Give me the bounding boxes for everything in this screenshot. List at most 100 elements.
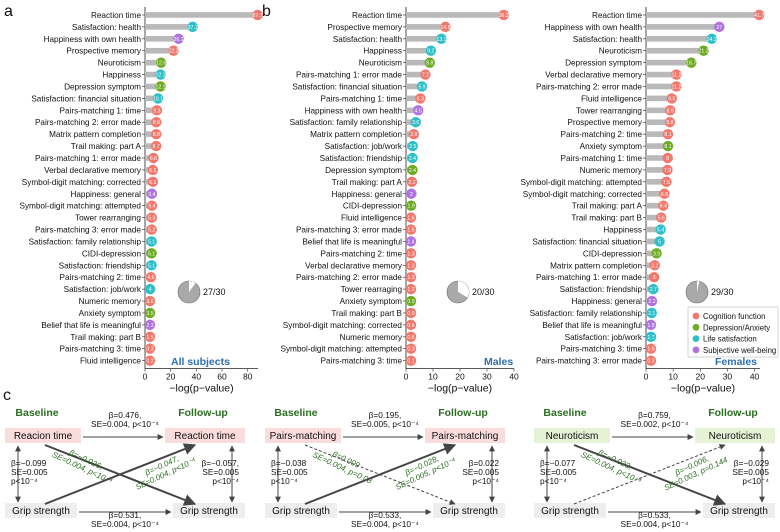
value-dot: [144, 307, 156, 319]
value-label: 4.6: [147, 275, 154, 281]
value-label: 14.6: [440, 25, 450, 31]
value-dot: [662, 128, 674, 140]
value-label: 1.3: [407, 251, 414, 257]
baseline-header: Baseline: [543, 407, 586, 419]
value-label: 1.9: [408, 204, 415, 210]
x-tick-label: 0: [143, 372, 148, 382]
value-dot: [714, 21, 725, 33]
value-dot: [706, 33, 717, 44]
value-label: 12.1: [155, 84, 165, 90]
x-axis-label: −log(p−value): [671, 383, 735, 395]
coef-bottom-line: SE=0.004, p<10⁻⁴: [91, 519, 159, 529]
row-label: Happiness: [363, 47, 402, 56]
x-tick-label: 10: [428, 372, 438, 382]
coef-left-line: SE=0.005: [540, 467, 577, 477]
x-tick-label: 40: [509, 372, 519, 382]
row-label: Pairs-matching 1: error made: [35, 154, 141, 163]
row-label: Symbol-digit matching: attempted: [280, 345, 402, 354]
bar: [646, 47, 704, 54]
value-label: 7.2: [422, 73, 429, 79]
row-label: Belief that life is meaningful: [41, 321, 141, 330]
coef-right-line: SE=0.005: [462, 467, 499, 477]
value-label: 1.3: [407, 275, 414, 281]
row-label: Satisfaction: health: [573, 35, 643, 44]
value-label: 41.7: [754, 13, 764, 19]
value-dot: [753, 9, 765, 21]
value-label: 7.9: [664, 168, 671, 174]
followup-var-box: [165, 428, 245, 443]
bar: [646, 59, 692, 66]
legend-swatch: [692, 335, 700, 342]
value-label: 3.9: [653, 251, 660, 257]
value-dot: [410, 117, 421, 128]
value-label: 6.8: [661, 192, 668, 198]
coef-bottom-line: SE=0.004, p<10⁻⁴: [351, 519, 419, 529]
value-dot: [151, 105, 163, 116]
value-dot: [664, 105, 676, 116]
row-label: Fluid intelligence: [80, 357, 141, 366]
value-dot: [152, 93, 164, 104]
value-label: 12.6: [156, 61, 166, 67]
row-label: Satisfaction: financial situation: [532, 237, 642, 246]
value-dot: [425, 45, 437, 56]
coef-left-line: p<10⁻⁴: [271, 476, 298, 486]
value-dot: [405, 319, 417, 331]
value-label: 9.5: [668, 96, 675, 102]
x-tick-label: 40: [750, 372, 760, 382]
bar: [646, 83, 677, 90]
value-dot: [654, 236, 665, 247]
row-label: Depression symptom: [64, 82, 141, 91]
row-label: CIDI-depression: [583, 249, 643, 258]
coef-bottom: β=0.533,SE=0.004, p<10⁻⁴: [351, 510, 419, 529]
coef-bottom-line: β=0.533,: [369, 510, 402, 520]
row-label: Pairs-matching 2: error made: [35, 118, 141, 127]
x-tick-label: 40: [192, 372, 202, 382]
value-label: 8.8: [153, 120, 160, 126]
value-label: 5.3: [417, 96, 424, 102]
bar: [646, 179, 667, 185]
value-dot: [405, 307, 417, 319]
x-tick-label: 0: [404, 372, 409, 382]
value-dot: [645, 355, 657, 366]
value-dot: [155, 69, 166, 80]
x-axis-label: −log(p−value): [169, 383, 233, 395]
value-label: 37.1: [188, 25, 198, 31]
baseline-grip-box: [265, 503, 337, 518]
row-label: Pairs-matching 1: time: [60, 106, 142, 115]
coef-left-line: β=−0.077: [540, 458, 576, 468]
row-label: Satisfaction: family relationship: [530, 309, 643, 318]
row-label: Satisfaction: financial situation: [292, 82, 402, 91]
row-label: Pairs-matching 3: error made: [536, 357, 642, 366]
bar: [145, 59, 162, 66]
baseline-var: Pairs-matching: [270, 431, 337, 442]
pie-slice: [458, 281, 469, 298]
value-dot: [416, 81, 428, 92]
coef-right-line: p<10⁻⁴: [212, 476, 239, 486]
value-dot: [405, 260, 417, 271]
value-label: 0.2: [146, 359, 153, 365]
row-label: Happiness: [102, 71, 141, 80]
value-dot: [173, 33, 184, 44]
value-dot: [405, 212, 417, 223]
coef-top-line: SE=0.005, p<10⁻⁴: [351, 419, 419, 429]
value-label: 5.3: [148, 216, 155, 222]
coef-top: β=0.476,SE=0.004, p<10⁻⁴: [91, 410, 159, 429]
value-label: 0.6: [407, 335, 414, 341]
row-label: Depression symptom: [325, 166, 402, 175]
bar: [406, 12, 504, 18]
value-label: 26.1: [173, 37, 183, 43]
row-label: Trail making: part A: [572, 202, 643, 211]
value-dot: [407, 140, 418, 152]
row-label: Verbal declarative memory: [44, 166, 142, 175]
value-dot: [405, 355, 417, 366]
bar: [646, 190, 665, 197]
value-label: 5.4: [657, 228, 664, 234]
value-label: 6.1: [149, 180, 156, 186]
value-label: 0.1: [407, 359, 414, 365]
row-label: Neuroticism: [599, 47, 642, 56]
